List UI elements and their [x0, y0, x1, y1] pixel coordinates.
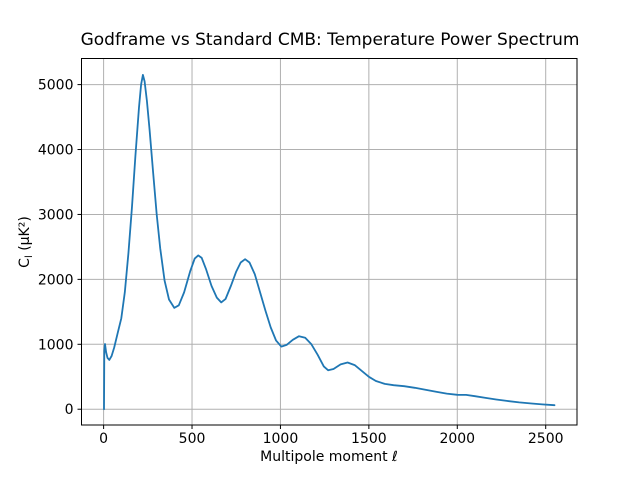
y-tick-label: 1000	[38, 337, 74, 353]
axis-ticks	[77, 84, 547, 429]
y-tick-label: 4000	[38, 143, 74, 159]
y-label-unit: (μK²)	[17, 216, 33, 256]
tick-labels: 0 500 1000 1500 2000 2500 0 1000 2000 3000 4000 500…	[38, 78, 564, 447]
y-tick-label: 0	[65, 402, 74, 418]
x-tick-label: 1000	[263, 431, 299, 447]
x-tick-label: 0	[99, 431, 108, 447]
y-tick-label: 3000	[38, 207, 74, 223]
x-tick-label: 2500	[528, 431, 564, 447]
y-label-subscript: l	[24, 255, 35, 259]
x-axis-label: Multipole moment ℓ	[260, 449, 398, 465]
y-label-symbol: C	[17, 258, 33, 268]
plot-border	[81, 58, 578, 426]
x-tick-label: 1500	[351, 431, 387, 447]
chart-title: Godframe vs Standard CMB: Temperature Po…	[80, 30, 580, 50]
spectrum-line	[103, 74, 556, 411]
y-tick-label: 2000	[38, 272, 74, 288]
y-axis-label: Cl (μK²)	[17, 216, 35, 268]
x-tick-label: 2000	[439, 431, 475, 447]
y-tick-label: 5000	[38, 78, 74, 94]
grid-lines	[81, 58, 577, 425]
x-tick-label: 500	[179, 431, 206, 447]
